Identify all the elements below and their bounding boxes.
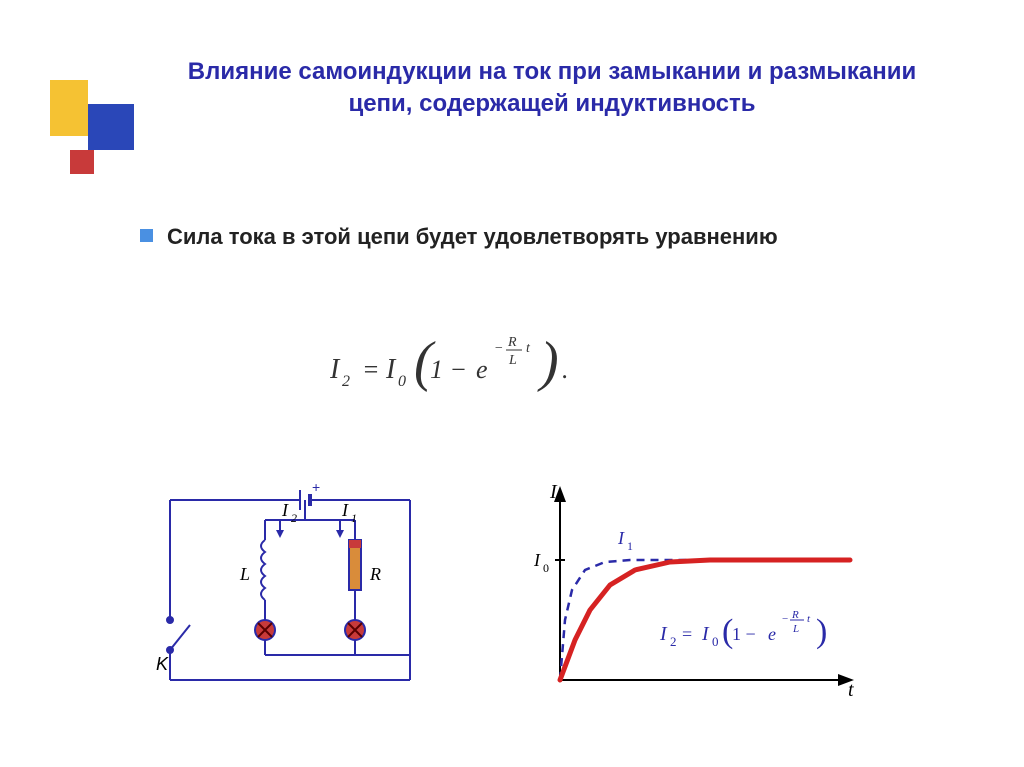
svg-text:1: 1 bbox=[351, 511, 357, 525]
svg-text:R: R bbox=[369, 564, 381, 584]
svg-text:0: 0 bbox=[543, 561, 549, 575]
svg-text:1: 1 bbox=[627, 539, 633, 553]
svg-text:L: L bbox=[792, 623, 799, 635]
svg-text:=: = bbox=[682, 624, 692, 644]
svg-text:1 −: 1 − bbox=[430, 355, 467, 384]
corner-decoration bbox=[30, 80, 150, 200]
svg-text:I: I bbox=[549, 481, 558, 503]
svg-text:0: 0 bbox=[712, 634, 719, 649]
svg-text:−: − bbox=[782, 613, 788, 625]
svg-text:−: − bbox=[494, 341, 503, 356]
circuit-diagram: + K bbox=[150, 480, 430, 710]
svg-text:I: I bbox=[385, 354, 397, 385]
svg-text:I: I bbox=[533, 550, 541, 570]
svg-text:+: + bbox=[312, 480, 320, 495]
svg-text:t: t bbox=[807, 613, 811, 625]
svg-text:e: e bbox=[768, 624, 776, 644]
svg-text:R: R bbox=[507, 335, 517, 350]
svg-text:I: I bbox=[341, 500, 349, 520]
svg-text:=: = bbox=[362, 355, 380, 384]
svg-text:I: I bbox=[281, 500, 289, 520]
svg-text:I: I bbox=[617, 528, 625, 548]
svg-text:t: t bbox=[526, 341, 531, 356]
svg-text:2: 2 bbox=[291, 511, 297, 525]
svg-text:e: e bbox=[476, 355, 488, 384]
svg-text:L: L bbox=[239, 564, 250, 584]
svg-text:2: 2 bbox=[342, 373, 350, 390]
bullet-text: Сила тока в этой цепи будет удовлетворят… bbox=[167, 222, 778, 252]
svg-text:2: 2 bbox=[670, 634, 677, 649]
svg-text:L: L bbox=[508, 353, 517, 368]
svg-text:1 −: 1 − bbox=[732, 624, 756, 644]
bullet-row: Сила тока в этой цепи будет удовлетворят… bbox=[140, 222, 904, 252]
svg-text:I: I bbox=[701, 623, 710, 645]
slide-title: Влияние самоиндукции на ток при замыкани… bbox=[180, 56, 924, 121]
current-graph: I t I 0 I 1 I 2 = I 0 ( 1 − e − bbox=[530, 480, 870, 710]
svg-text:): ) bbox=[816, 613, 827, 650]
svg-text:.: . bbox=[562, 355, 569, 384]
svg-text:): ) bbox=[537, 331, 559, 393]
main-equation: I 2 = I 0 ( 1 − e − R L t ) . bbox=[330, 330, 650, 415]
svg-text:R: R bbox=[791, 609, 799, 621]
bullet-marker bbox=[140, 229, 153, 242]
svg-text:K: K bbox=[156, 654, 169, 674]
svg-text:I: I bbox=[330, 354, 341, 385]
svg-text:0: 0 bbox=[398, 373, 406, 390]
svg-text:I: I bbox=[659, 623, 668, 645]
svg-text:t: t bbox=[848, 679, 854, 701]
